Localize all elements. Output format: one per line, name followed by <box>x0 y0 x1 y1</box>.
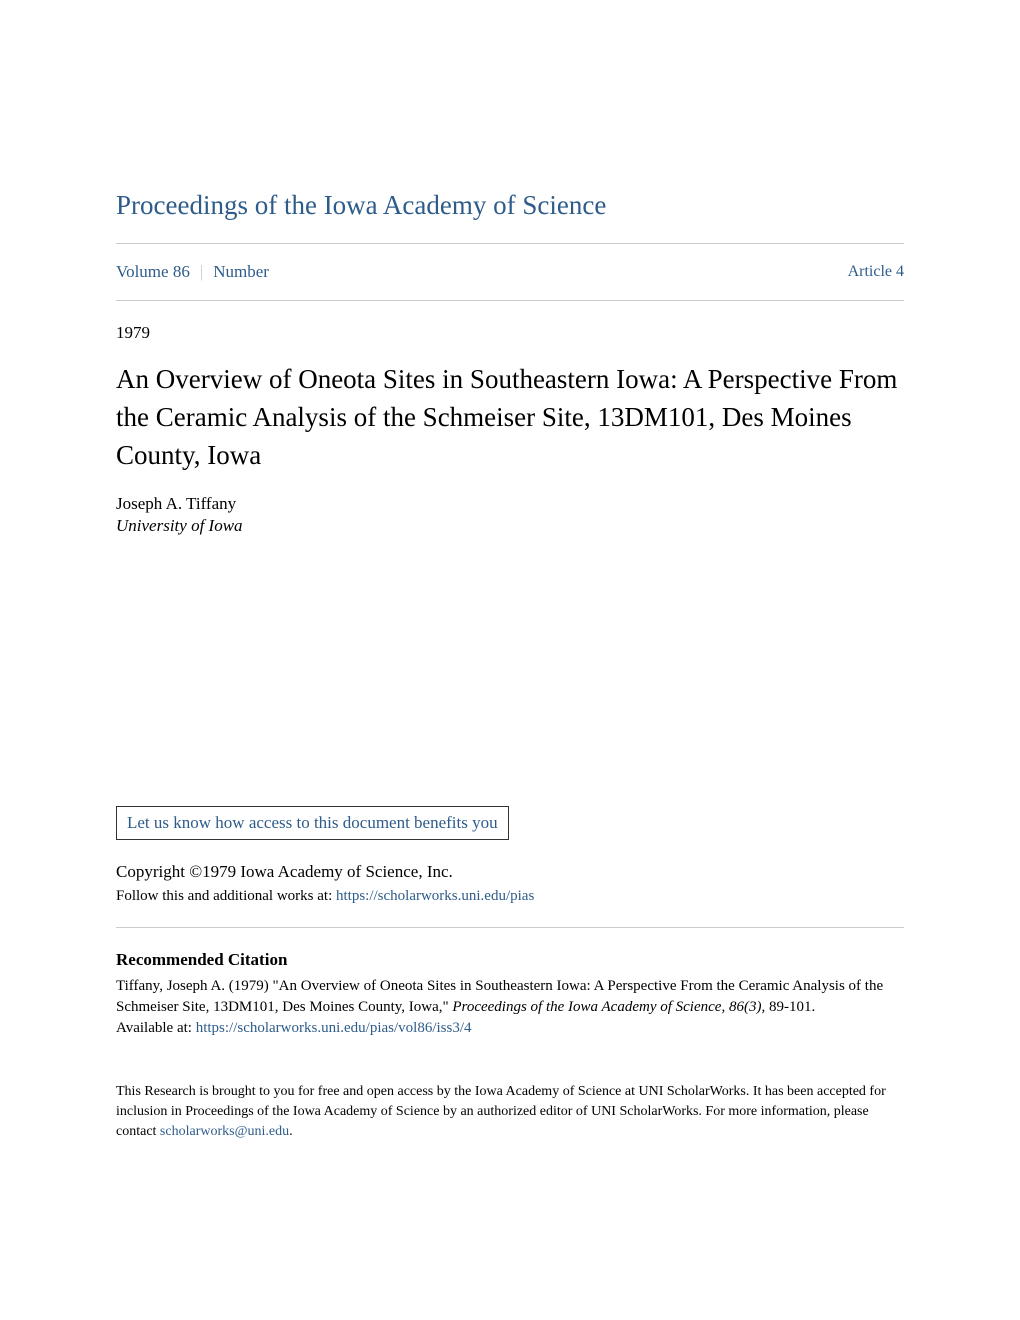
citation-text: Tiffany, Joseph A. (1979) "An Overview o… <box>116 976 904 1018</box>
copyright-text: Copyright ©1979 Iowa Academy of Science,… <box>116 862 904 882</box>
divider-bottom <box>116 300 904 301</box>
follow-link[interactable]: https://scholarworks.uni.edu/pias <box>336 888 534 904</box>
issue-left: Volume 86 | Number <box>116 262 269 282</box>
citation-heading: Recommended Citation <box>116 950 904 970</box>
follow-line: Follow this and additional works at: htt… <box>116 888 904 905</box>
footer-text: This Research is brought to you for free… <box>116 1082 904 1141</box>
issue-separator: | <box>200 262 203 282</box>
journal-title[interactable]: Proceedings of the Iowa Academy of Scien… <box>116 190 904 221</box>
article-link[interactable]: Article 4 <box>848 263 904 281</box>
article-title: An Overview of Oneota Sites in Southeast… <box>116 361 904 474</box>
follow-prefix: Follow this and additional works at: <box>116 888 336 904</box>
citation-after: 89-101. <box>765 999 815 1015</box>
available-prefix: Available at: <box>116 1020 196 1036</box>
benefits-link[interactable]: Let us know how access to this document … <box>127 813 498 832</box>
number-link[interactable]: Number <box>213 262 269 282</box>
issue-row: Volume 86 | Number Article 4 <box>116 244 904 300</box>
footer-email-link[interactable]: scholarworks@uni.edu <box>160 1124 289 1139</box>
divider-citation <box>116 927 904 928</box>
available-line: Available at: https://scholarworks.uni.e… <box>116 1020 904 1037</box>
volume-link[interactable]: Volume 86 <box>116 262 190 282</box>
publication-year: 1979 <box>116 323 904 343</box>
footer-after: . <box>289 1124 293 1139</box>
author-name: Joseph A. Tiffany <box>116 494 904 514</box>
available-link[interactable]: https://scholarworks.uni.edu/pias/vol86/… <box>196 1020 472 1036</box>
benefits-box[interactable]: Let us know how access to this document … <box>116 806 509 840</box>
citation-italic: Proceedings of the Iowa Academy of Scien… <box>452 999 765 1015</box>
author-affiliation: University of Iowa <box>116 516 904 536</box>
